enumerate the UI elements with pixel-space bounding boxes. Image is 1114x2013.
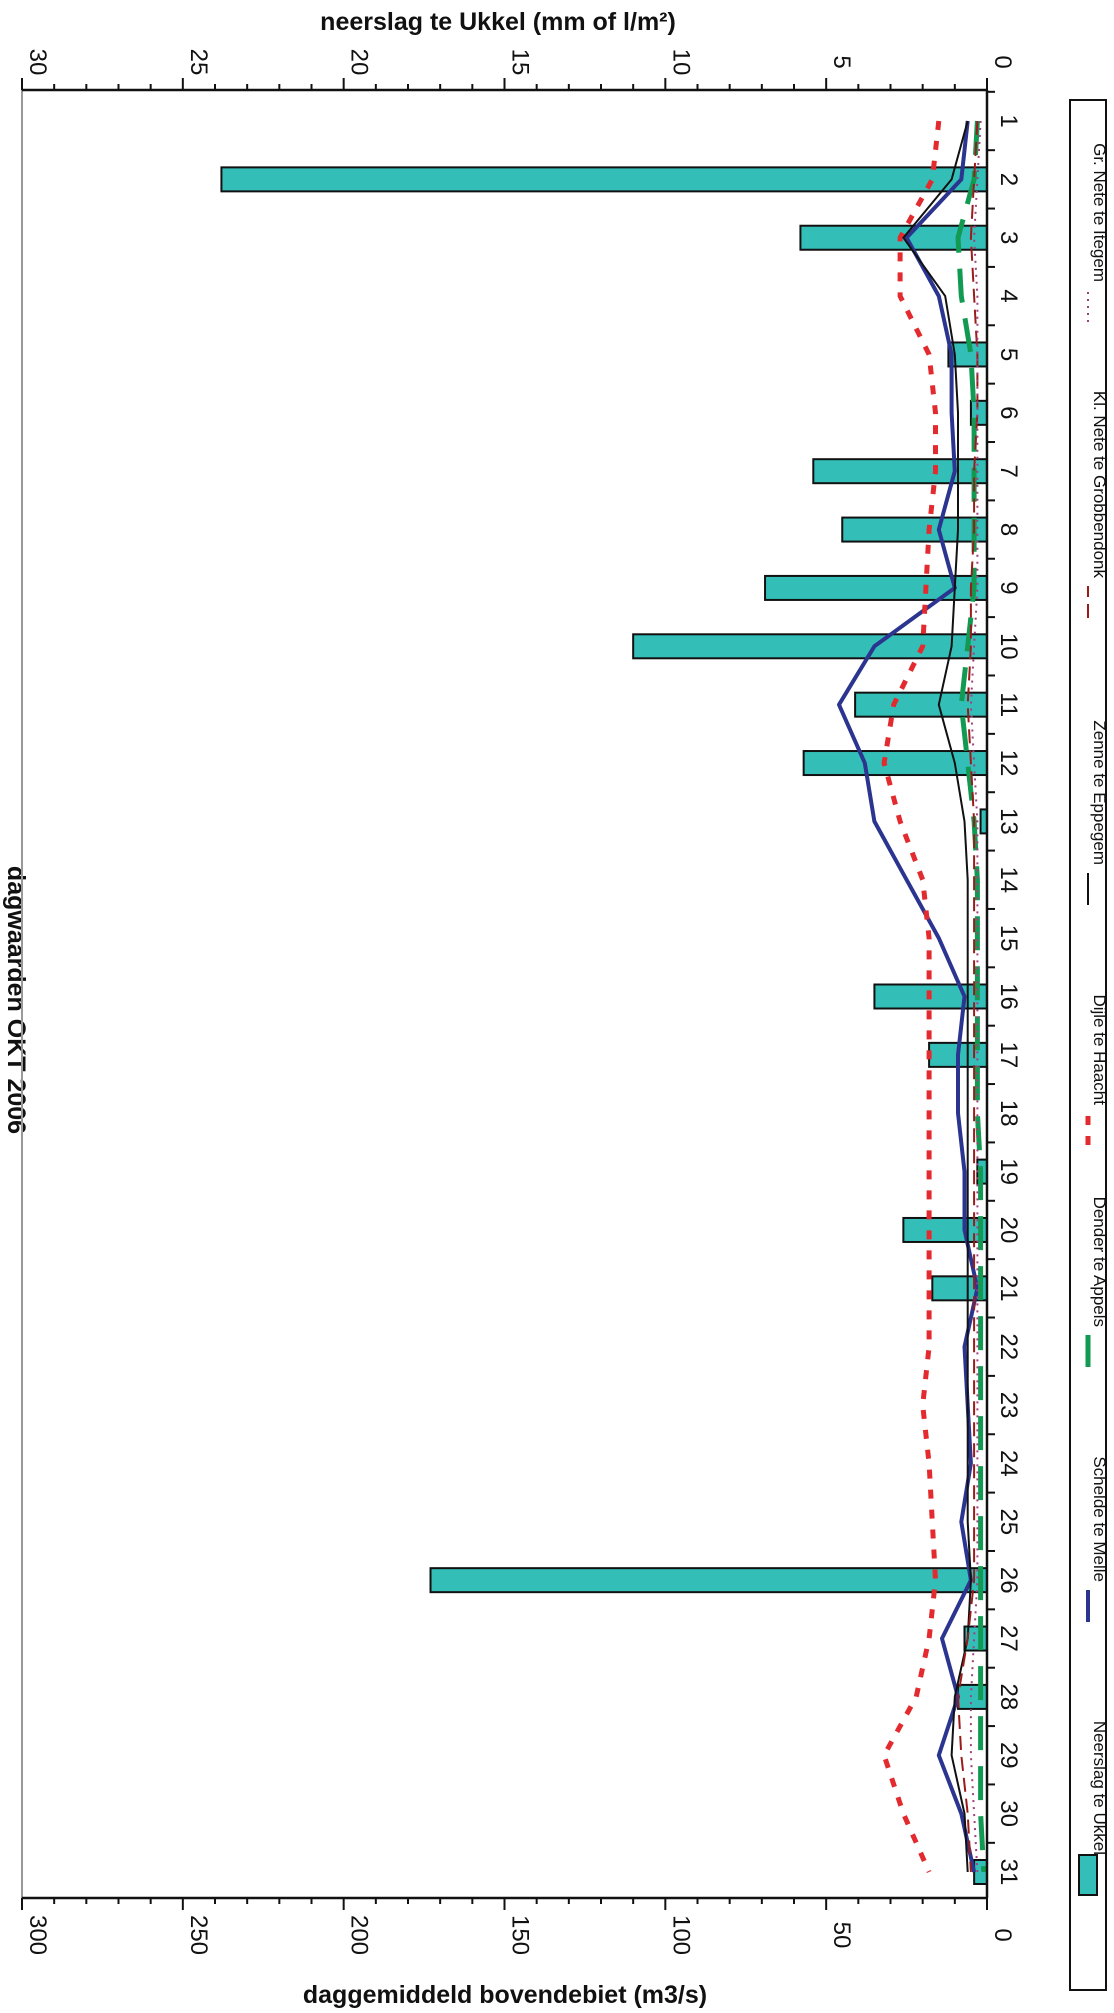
precip-tick-label: 15 <box>507 49 534 76</box>
day-tick-label: 4 <box>995 289 1022 302</box>
flow-tick-label: 300 <box>24 1915 51 1955</box>
legend-label-2: Dender te Appels <box>1090 1197 1109 1327</box>
day-tick-label: 8 <box>995 523 1022 536</box>
day-tick-label: 13 <box>995 808 1022 835</box>
legend-label-4: Zenne te Eppegem <box>1090 720 1109 865</box>
precip-tick-label: 25 <box>185 49 212 76</box>
day-tick-label: 27 <box>995 1625 1022 1652</box>
axes: 0510152025300501001502002503001234567891… <box>21 49 1022 1955</box>
day-tick-label: 24 <box>995 1450 1022 1477</box>
flow-tick-label: 200 <box>346 1915 373 1955</box>
precip-bar-day-11 <box>854 691 988 718</box>
precip-tick-label: 0 <box>989 55 1016 68</box>
legend-label-0: Neerslag te Ukkel <box>1090 1721 1109 1855</box>
precip-tick-label: 20 <box>346 49 373 76</box>
precip-bar-day-26 <box>429 1567 988 1594</box>
precip-bar-day-12 <box>802 750 989 777</box>
legend-label-6: Gr. Nete te Itegem <box>1090 143 1109 282</box>
flow-axis-title: daggemiddeld bovendebiet (m3/s) <box>303 1981 707 2009</box>
flow-tick-label: 50 <box>828 1922 855 1949</box>
flow-tick-label: 100 <box>667 1915 694 1955</box>
precip-bar-day-8 <box>841 516 988 543</box>
series-line-2 <box>881 120 942 1874</box>
day-tick-label: 23 <box>995 1392 1022 1419</box>
chart-title: dagwaarden OKT 2006 <box>2 866 30 1134</box>
day-tick-label: 3 <box>995 231 1022 244</box>
day-tick-label: 25 <box>995 1508 1022 1535</box>
precip-axis-title: neerslag te Ukkel (mm of l/m²) <box>320 8 676 36</box>
precip-bar-day-10 <box>632 633 989 660</box>
precip-tick-label: 30 <box>24 49 51 76</box>
flow-lines <box>837 120 987 1874</box>
day-tick-label: 26 <box>995 1567 1022 1594</box>
day-tick-label: 12 <box>995 750 1022 777</box>
precip-bar-day-20 <box>902 1216 988 1243</box>
day-tick-label: 30 <box>995 1800 1022 1827</box>
day-tick-label: 9 <box>995 581 1022 594</box>
precip-tick-label: 10 <box>667 49 694 76</box>
day-tick-label: 11 <box>995 692 1022 717</box>
day-tick-label: 7 <box>995 465 1022 478</box>
series-line-3 <box>902 120 972 1873</box>
day-tick-label: 28 <box>995 1684 1022 1711</box>
day-tick-label: 22 <box>995 1333 1022 1360</box>
series-line-5 <box>969 120 982 1873</box>
legend-box <box>1069 99 1107 1991</box>
legend: Neerslag te Ukkel Schelde te Melle Dender … <box>1069 99 1109 1991</box>
day-tick-label: 31 <box>995 1859 1022 1886</box>
series-line-4 <box>957 120 979 1873</box>
day-tick-label: 20 <box>995 1217 1022 1244</box>
day-tick-label: 14 <box>995 866 1022 893</box>
day-tick-label: 5 <box>995 348 1022 361</box>
flow-tick-label: 0 <box>989 1928 1016 1941</box>
precip-bar-day-2 <box>220 166 988 193</box>
flow-tick-label: 150 <box>507 1915 534 1955</box>
legend-swatch-precip <box>1078 1854 1098 1896</box>
legend-label-1: Schelde te Melle <box>1090 1456 1109 1582</box>
day-tick-label: 18 <box>995 1100 1022 1127</box>
day-tick-label: 10 <box>995 633 1022 660</box>
day-tick-label: 15 <box>995 925 1022 952</box>
plot-frame <box>21 89 988 1899</box>
plot-area: 0510152025300501001502002503001234567891… <box>21 49 1022 1955</box>
flow-tick-label: 250 <box>185 1915 212 1955</box>
legend-label-5: Kl. Nete te Grobbendonk <box>1090 391 1109 579</box>
precip-bars <box>220 166 989 1885</box>
day-tick-label: 2 <box>995 173 1022 186</box>
day-tick-label: 16 <box>995 983 1022 1010</box>
day-tick-label: 29 <box>995 1742 1022 1769</box>
day-tick-label: 19 <box>995 1158 1022 1185</box>
day-tick-label: 21 <box>995 1275 1022 1302</box>
legend-label-3: Dijle te Haacht <box>1090 994 1109 1105</box>
precip-tick-label: 5 <box>828 55 855 68</box>
precip-bar-day-9 <box>764 574 988 601</box>
day-tick-label: 6 <box>995 406 1022 419</box>
day-tick-label: 1 <box>995 114 1022 127</box>
precip-bar-day-7 <box>812 458 988 485</box>
day-tick-label: 17 <box>995 1042 1022 1069</box>
